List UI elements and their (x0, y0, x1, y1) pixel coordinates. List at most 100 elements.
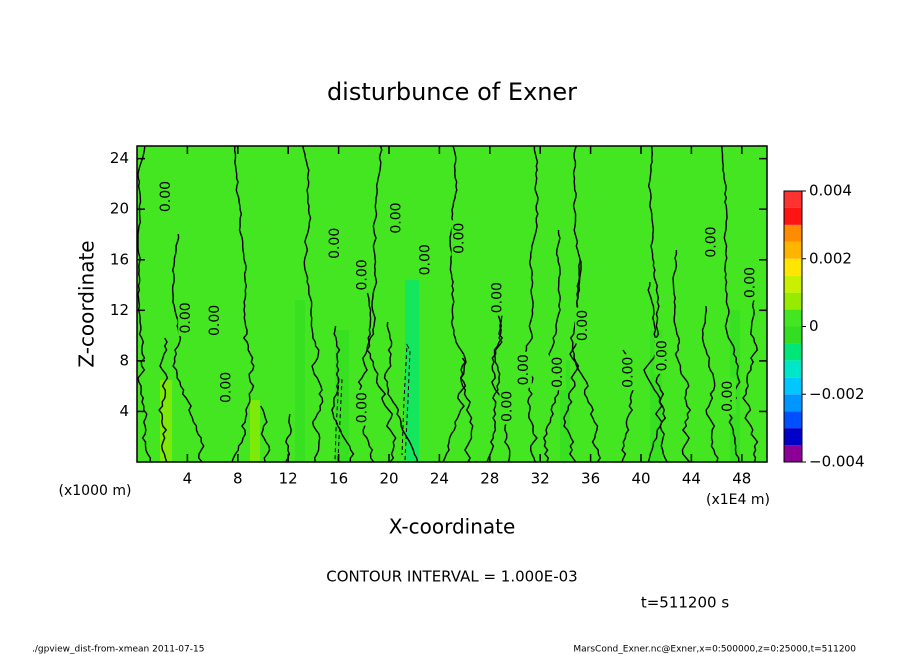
contour-label-bg (620, 354, 637, 391)
contour-line (542, 229, 562, 463)
contour-label-bg (218, 369, 235, 406)
contour-line (302, 145, 324, 463)
contour-label-bg (326, 225, 343, 262)
contour-label-bg (178, 299, 195, 336)
contour-interval: CONTOUR INTERVAL = 1.000E-03 (326, 568, 577, 586)
x-tick-label: 8 (233, 470, 243, 488)
contour-label-bg (703, 224, 720, 261)
contour-label: 0.00 (355, 259, 371, 290)
contour-label: 0.00 (654, 340, 670, 371)
colorbar-tick-label: −0.004 (809, 453, 865, 471)
colorbar-cell (784, 309, 802, 327)
y-tick-label: 12 (110, 301, 129, 319)
colorbar-cell (784, 258, 802, 276)
time-label: t=511200 s (641, 594, 729, 612)
colorbar-cell (784, 360, 802, 378)
contour-line-negative (334, 377, 343, 461)
x-tick-label: 28 (480, 470, 499, 488)
x-unit: (x1E4 m) (706, 492, 770, 508)
contour-line (137, 145, 152, 463)
y-tick-label: 24 (110, 149, 129, 167)
contour-label: 0.00 (418, 244, 434, 275)
contour-label-bg (499, 388, 516, 425)
contour-line (171, 233, 205, 463)
colorbar-cell (784, 377, 802, 395)
contour-label-bg (489, 279, 506, 316)
colorbar-cell (784, 445, 802, 462)
y-tick-label: 16 (110, 250, 129, 268)
contour-label: 0.00 (620, 357, 636, 388)
contour-label: 0.00 (489, 282, 505, 313)
chart-title: disturbunce of Exner (327, 78, 577, 106)
x-tick-label: 40 (631, 470, 650, 488)
contour-label: 0.00 (550, 357, 566, 388)
contour-line (491, 289, 511, 463)
plot-frame (136, 145, 768, 463)
contour-label: 0.00 (499, 391, 515, 422)
contour-label-bg (157, 178, 174, 215)
field (137, 146, 767, 462)
footer-right: MarsCond_Exner.nc@Exner,x=0:500000,z=0:2… (573, 645, 856, 654)
contour-line (383, 321, 419, 463)
colorbar-cell (784, 207, 802, 225)
colorbar-cell (784, 191, 802, 208)
contour-label-bg (654, 337, 671, 374)
contour-label: 0.00 (720, 381, 736, 412)
contour-label-bg (719, 378, 736, 415)
contour-label: 0.00 (452, 223, 468, 254)
x-tick-label: 32 (531, 470, 550, 488)
plot-area: 0.00 0.00 0.00 0.00 0.00 0.00 0.00 0.00 0.00 0.00… (137, 145, 767, 463)
field-patch (405, 280, 419, 462)
colorbar-cell (784, 411, 802, 429)
field-patch (295, 300, 305, 462)
contour-line (742, 273, 759, 463)
contour-line (524, 146, 539, 463)
colorbar-tick-label: −0.002 (809, 385, 865, 403)
contour-line (569, 145, 602, 463)
contour-label: 0.00 (389, 202, 405, 233)
field-patch (335, 330, 349, 462)
contour-label: 0.00 (207, 305, 223, 336)
contour-label: 0.00 (158, 181, 174, 212)
x-tick-label: 44 (682, 470, 701, 488)
colorbar-tick-label: 0 (809, 317, 819, 335)
footer-left: ./gpview_dist-from-xmean 2011-07-15 (32, 645, 204, 654)
contour-line-negative (401, 343, 411, 461)
contour-label: 0.00 (575, 310, 591, 341)
y-tick-label: 8 (119, 351, 129, 369)
contour-label: 0.00 (327, 228, 343, 259)
y-axis-label: Z-coordinate (75, 240, 99, 367)
x-tick-label: 4 (183, 470, 193, 488)
contour-label-bg (549, 354, 566, 391)
contour-line (672, 250, 692, 463)
contour-line (701, 305, 719, 463)
contour-label-bg (417, 241, 434, 278)
colorbar-cell (784, 224, 802, 242)
contour-line (643, 145, 668, 463)
contour-label-bg (388, 200, 405, 237)
contour-label-bg (742, 264, 759, 301)
colorbar-tick-label: 0.002 (809, 249, 852, 267)
colorbar-cell (784, 241, 802, 259)
contour-line (231, 145, 255, 463)
contour-label: 0.00 (355, 392, 371, 423)
colorbar-cell (784, 428, 802, 446)
y-tick-label: 4 (119, 402, 129, 420)
contour-label-bg (354, 389, 371, 426)
contour-label: 0.00 (704, 226, 720, 257)
field-patch (560, 360, 570, 462)
field-patch (250, 400, 260, 462)
contour-line (260, 405, 271, 463)
contour-label: 0.00 (178, 302, 194, 333)
contour-line (449, 145, 474, 463)
colorbar-cell (784, 326, 802, 344)
colorbar-cell (784, 343, 802, 361)
x-tick-label: 12 (279, 470, 298, 488)
x-tick-label: 24 (430, 470, 449, 488)
contour-label: 0.00 (218, 372, 234, 403)
contour-line (285, 413, 292, 463)
contour-line (158, 337, 169, 463)
colorbar-cell (784, 292, 802, 310)
contour-line (366, 145, 397, 463)
